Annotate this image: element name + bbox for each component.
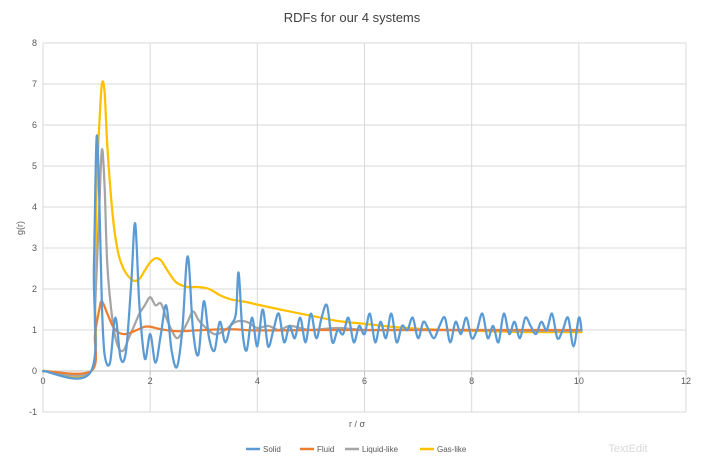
y-tick-labels: -1 0 1 2 3 4 5 6 7 8 bbox=[29, 38, 37, 417]
y-tick-label: 5 bbox=[32, 161, 37, 171]
legend-label: Fluid bbox=[317, 445, 334, 454]
legend: Solid Fluid Liquid-like Gas-like bbox=[246, 445, 467, 454]
y-tick-label: 1 bbox=[32, 325, 37, 335]
gridlines bbox=[42, 42, 687, 413]
series-line-gas-like bbox=[41, 80, 583, 379]
legend-label: Gas-like bbox=[437, 445, 467, 454]
y-tick-label: 6 bbox=[32, 120, 37, 130]
y-tick-label: 3 bbox=[32, 243, 37, 253]
y-tick-label: 7 bbox=[32, 79, 37, 89]
x-tick-label: 10 bbox=[574, 376, 584, 386]
y-axis-label: g(r) bbox=[15, 221, 25, 235]
legend-label: Liquid-like bbox=[362, 445, 399, 454]
x-tick-label: 0 bbox=[40, 376, 45, 386]
x-tick-label: 4 bbox=[255, 376, 260, 386]
x-tick-label: 8 bbox=[469, 376, 474, 386]
y-tick-label: 0 bbox=[32, 366, 37, 376]
x-tick-labels: 0 2 4 6 8 10 12 bbox=[40, 376, 691, 386]
watermark-text: TextEdit bbox=[608, 443, 647, 455]
x-tick-label: 6 bbox=[362, 376, 367, 386]
y-tick-label: -1 bbox=[29, 407, 37, 417]
chart-title: RDFs for our 4 systems bbox=[284, 10, 421, 25]
y-tick-label: 4 bbox=[32, 202, 37, 212]
legend-label: Solid bbox=[263, 445, 281, 454]
y-tick-label: 8 bbox=[32, 38, 37, 48]
y-tick-label: 2 bbox=[32, 284, 37, 294]
series-line-solid bbox=[41, 134, 583, 380]
series-lines bbox=[41, 80, 583, 380]
x-axis-label: r / σ bbox=[349, 419, 365, 429]
x-tick-label: 12 bbox=[681, 376, 691, 386]
x-tick-label: 2 bbox=[148, 376, 153, 386]
